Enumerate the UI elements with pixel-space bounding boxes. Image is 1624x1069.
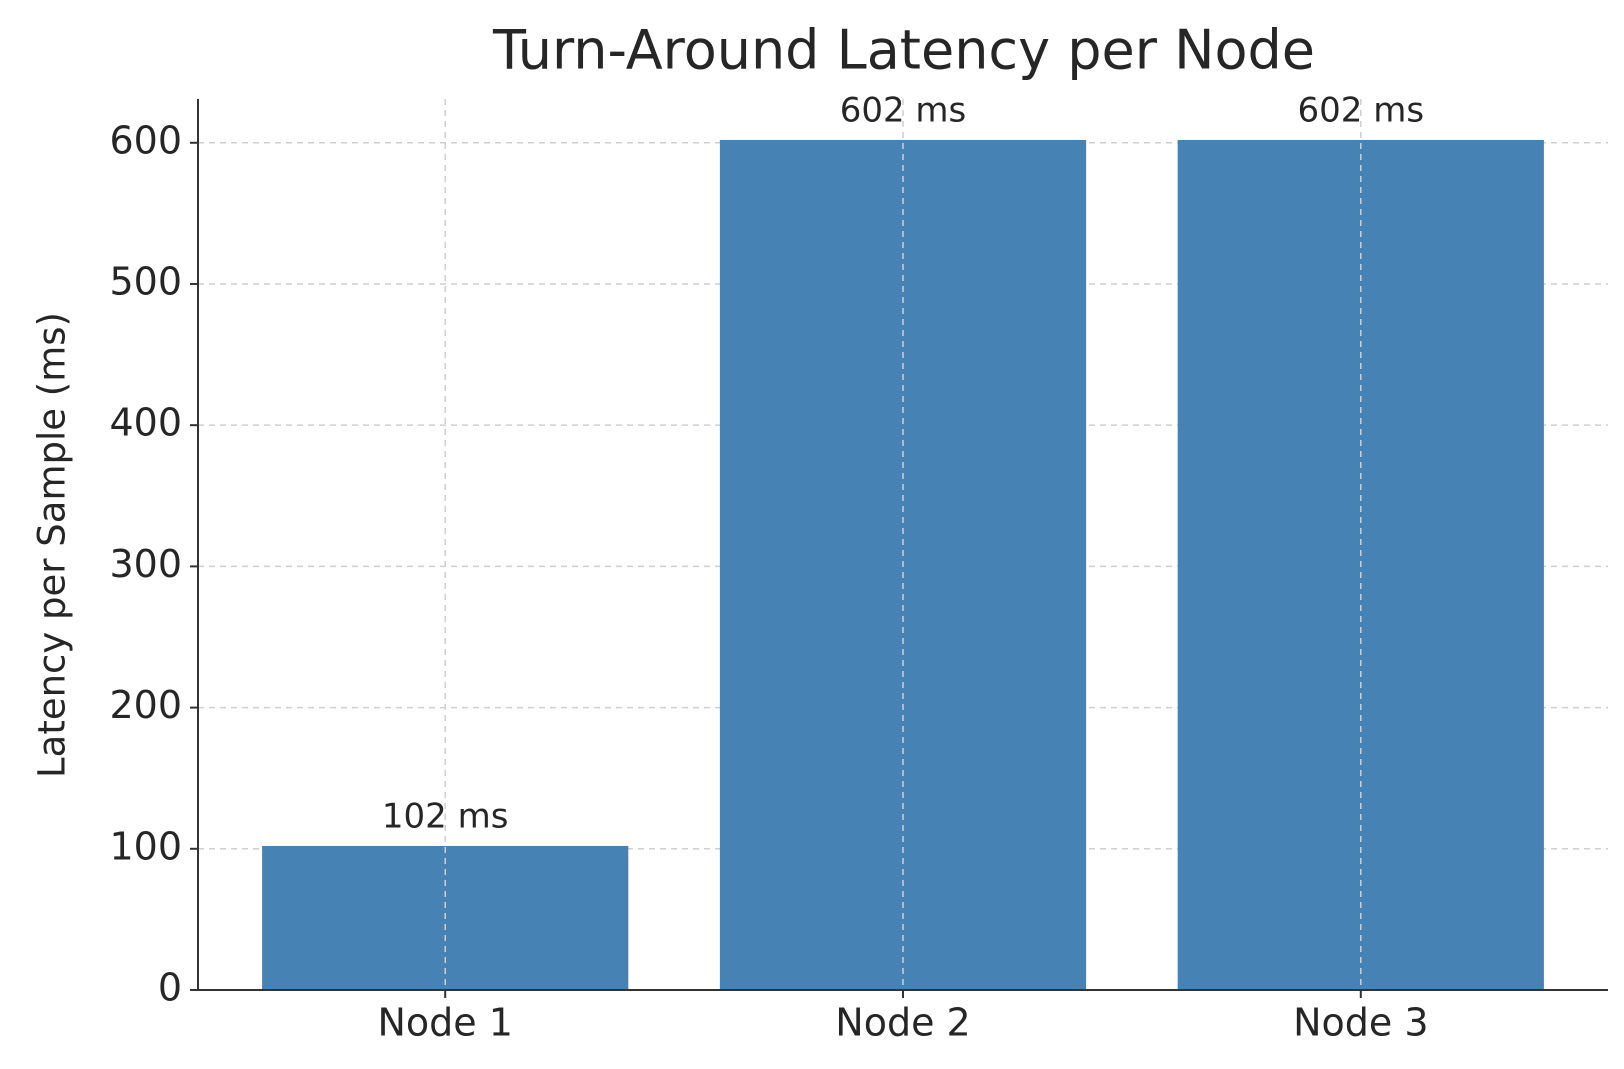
y-tick-label: 100: [109, 824, 182, 868]
y-tick-label: 0: [158, 966, 182, 1010]
y-tick-label: 600: [109, 118, 182, 162]
x-tick-label: Node 3: [1293, 1001, 1428, 1045]
chart-title: Turn-Around Latency per Node: [492, 19, 1315, 82]
x-tick-label: Node 1: [377, 1001, 512, 1045]
value-label: 602 ms: [1298, 90, 1425, 130]
y-tick-label: 400: [109, 401, 182, 445]
y-tick-label: 300: [109, 542, 182, 586]
y-tick-label: 500: [109, 259, 182, 303]
value-label: 602 ms: [840, 90, 967, 130]
y-axis-label: Latency per Sample (ms): [31, 312, 74, 778]
y-tick-label: 200: [109, 683, 182, 727]
x-tick-label: Node 2: [835, 1001, 970, 1045]
value-label: 102 ms: [382, 796, 509, 836]
